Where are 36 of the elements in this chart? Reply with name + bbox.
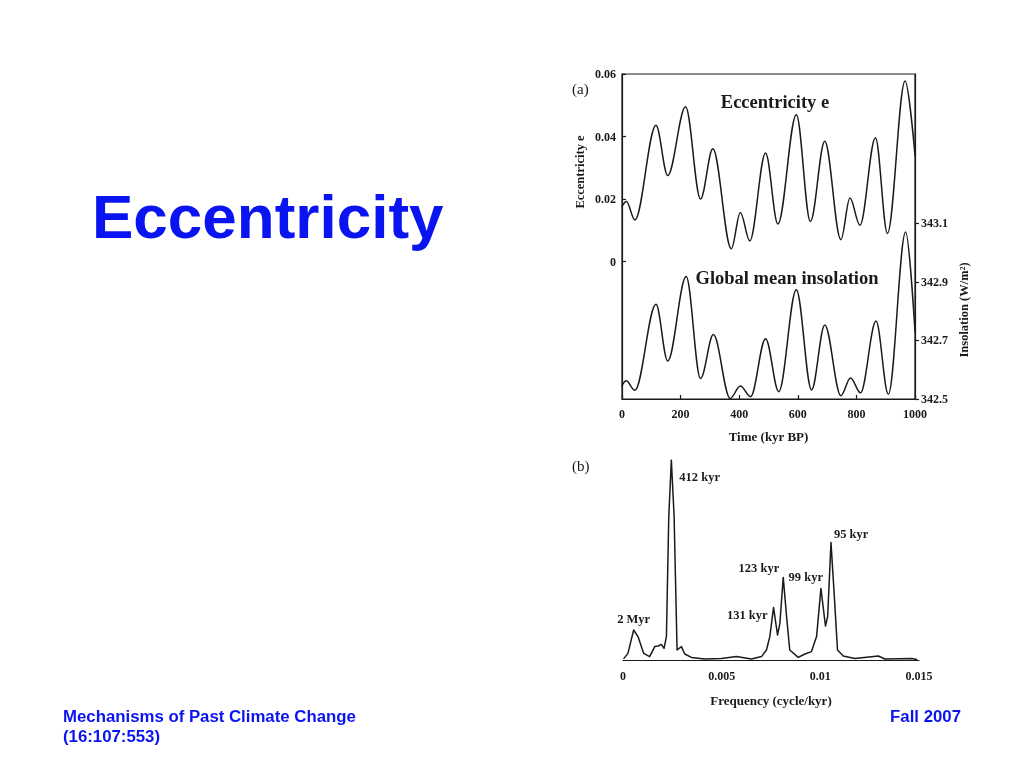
y-axis-title: Eccentricity e: [573, 134, 587, 209]
text: Eccentricity: [92, 181, 445, 251]
text: Mechanisms of Past Climate Change: [63, 706, 356, 726]
x-axis-title: Frequency (cycle/kyr): [710, 693, 832, 708]
y-tick-label: 0: [610, 254, 616, 269]
series-label: Global mean insolation: [695, 268, 880, 288]
series-label: Eccentricity e: [720, 92, 830, 112]
annotation: 131 kyr: [726, 608, 769, 623]
x-tick-label: 600: [788, 407, 807, 421]
text: (a): [572, 81, 589, 98]
y-tick-label: 0.06: [595, 67, 616, 81]
y2-tick-label: 342.5: [921, 392, 948, 406]
x-tick-label: 800: [847, 407, 866, 421]
annotation: 412 kyr: [679, 470, 721, 484]
annotation: 2 Myr: [617, 612, 651, 626]
annotation: 123 kyr: [738, 561, 780, 576]
y2-tick-label: 342.9: [921, 274, 948, 289]
x-tick-label: 0: [619, 407, 625, 421]
y2-tick-label: 342.7: [921, 333, 948, 348]
x-tick-label: 200: [671, 407, 690, 421]
y2-axis-title: Insolation (W/m²): [957, 262, 971, 358]
text: (16:107:553): [63, 726, 161, 746]
text: Fall 2007: [890, 706, 961, 726]
x-tick-label: 0.005: [708, 669, 736, 683]
y2-tick-label: 343.1: [921, 216, 948, 231]
x-tick-label: 400: [730, 407, 749, 421]
annotation: 99 kyr: [788, 570, 824, 585]
y-tick-label: 0.04: [595, 129, 616, 144]
y-tick-label: 0.02: [595, 192, 616, 206]
annotation: 95 kyr: [833, 526, 869, 541]
x-tick-label: 1000: [903, 407, 927, 421]
x-tick-label: 0.01: [809, 669, 831, 683]
x-tick-label: 0: [620, 669, 626, 683]
text: (b): [572, 458, 590, 475]
x-axis-title: Time (kyr BP): [728, 429, 809, 444]
x-tick-label: 0.015: [905, 669, 933, 683]
